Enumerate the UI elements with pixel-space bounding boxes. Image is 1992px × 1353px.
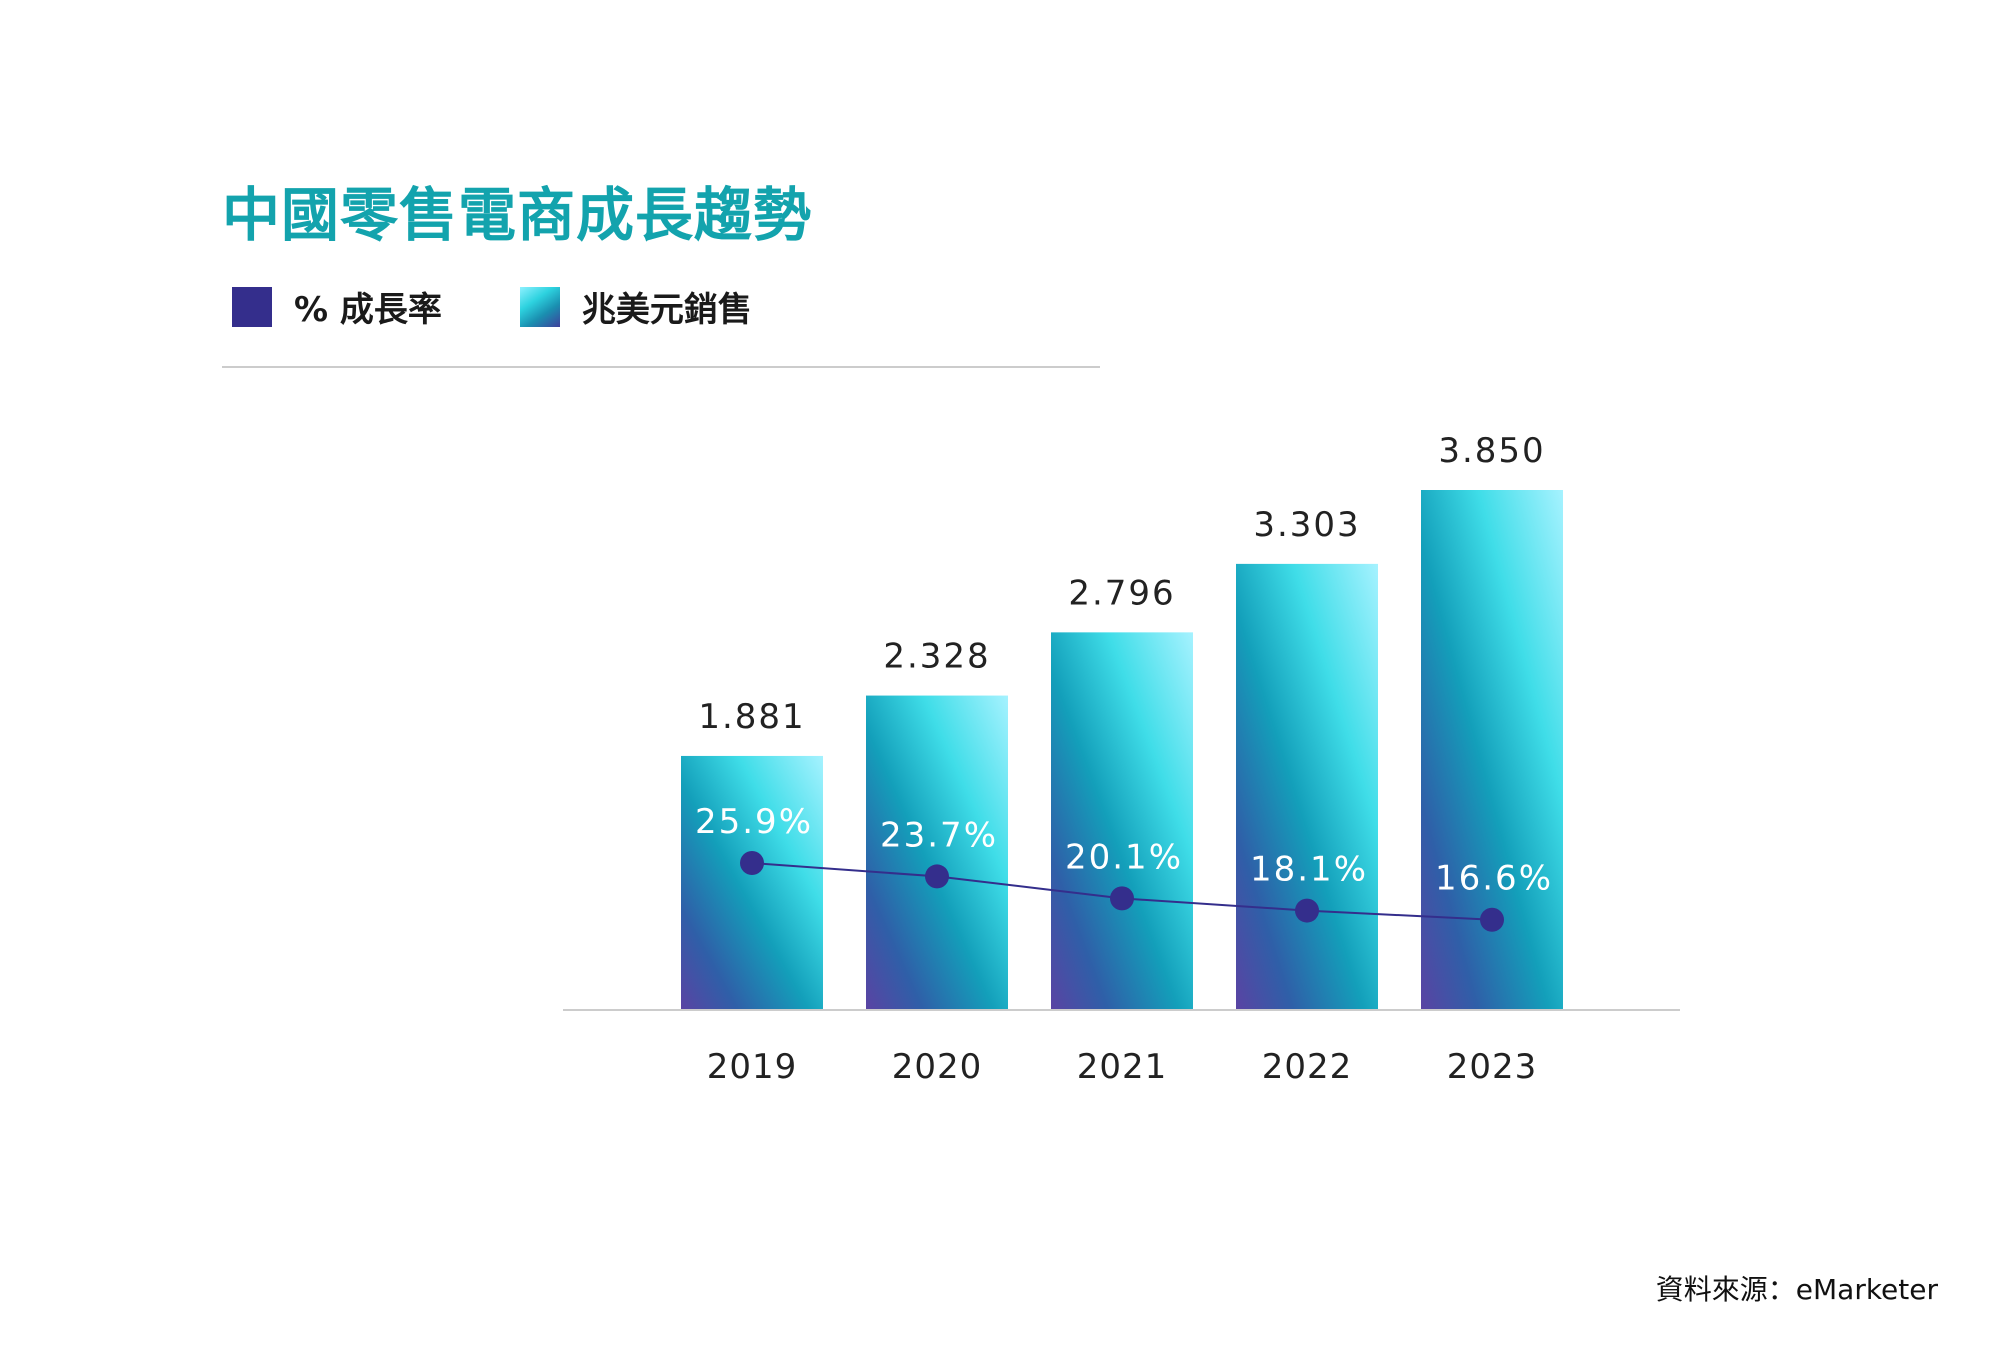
bar-value-label-2019: 1.881 <box>698 697 805 737</box>
rate-point-2022 <box>1295 898 1319 923</box>
x-tick-label-2019: 2019 <box>707 1047 798 1087</box>
rate-label-2019: 25.9% <box>695 802 813 842</box>
bar-2022 <box>1236 563 1378 1010</box>
legend-label-rate: % 成長率 <box>294 290 442 330</box>
rate-point-2019 <box>740 851 764 875</box>
legend-item-rate: % 成長率 <box>232 282 442 331</box>
legend-item-sales: 兆美元銷售 <box>519 282 752 331</box>
bar-2021 <box>1051 632 1193 1010</box>
bar-value-label-2021: 2.796 <box>1068 573 1175 613</box>
rate-label-2020: 23.7% <box>880 815 998 855</box>
legend-label-sales: 兆美元銷售 <box>581 290 752 330</box>
rate-label-2023: 16.6% <box>1435 859 1553 899</box>
legend: % 成長率 兆美元銷售 <box>232 282 830 331</box>
bar-value-label-2023: 3.850 <box>1438 431 1545 471</box>
rate-point-2021 <box>1110 886 1134 911</box>
rate-label-2022: 18.1% <box>1250 850 1368 890</box>
legend-divider <box>222 366 1100 368</box>
x-tick-label-2022: 2022 <box>1262 1047 1353 1087</box>
legend-swatch-sales <box>519 286 560 327</box>
x-tick-label-2021: 2021 <box>1077 1047 1168 1087</box>
chart-title: 中國零售電商成長趨勢 <box>222 181 813 249</box>
rate-label-2021: 20.1% <box>1065 837 1183 877</box>
bars-layer <box>681 490 1563 1010</box>
legend-swatch-rate <box>232 286 272 327</box>
rate-point-2020 <box>925 864 949 889</box>
bar-2020 <box>866 695 1008 1010</box>
bar-2023 <box>1421 490 1563 1010</box>
x-tick-label-2020: 2020 <box>892 1047 983 1087</box>
line-layer <box>740 851 1504 932</box>
source-note: 資料來源：eMarketer <box>1655 1273 1938 1306</box>
bar-2019 <box>681 755 823 1010</box>
bar-value-label-2022: 3.303 <box>1253 505 1360 545</box>
x-tick-label-2023: 2023 <box>1447 1047 1538 1087</box>
rate-point-2023 <box>1480 907 1504 932</box>
bar-value-label-2020: 2.328 <box>883 637 990 677</box>
labels-layer: 1.881 2019 25.9% 2.328 2020 23.7% 2.796 2021 20.… <box>695 431 1553 1087</box>
